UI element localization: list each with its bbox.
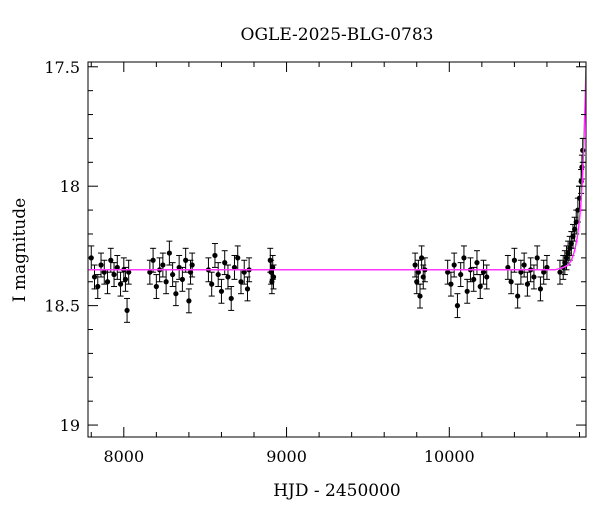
axes: 8000 9000 10000 17.5 18 18.5 19 [44, 58, 586, 466]
data-point [166, 250, 172, 256]
data-point [454, 303, 461, 309]
data-point [415, 269, 421, 275]
y-tick-label: 19 [60, 416, 80, 435]
x-axis-label: HJD - 2450000 [273, 481, 401, 501]
data-point [448, 281, 454, 287]
data-point [235, 255, 241, 261]
data-point [241, 269, 247, 275]
data-point [524, 281, 531, 287]
data-point [126, 269, 132, 275]
data-point [153, 283, 159, 290]
data-point [114, 264, 120, 271]
data-point [228, 295, 234, 302]
data-point [189, 262, 195, 268]
data-point [534, 255, 540, 261]
data-point [231, 264, 238, 271]
data-point [412, 262, 418, 268]
data-point [508, 279, 514, 285]
data-point [163, 279, 169, 285]
data-point [222, 260, 228, 266]
data-point [417, 293, 423, 299]
data-point [98, 262, 104, 268]
data-point [419, 255, 425, 261]
data-point [183, 257, 189, 263]
data-point [124, 307, 130, 314]
x-tick-label: 8000 [103, 447, 144, 466]
data-point [541, 269, 547, 275]
y-axis-label: I magnitude [10, 198, 30, 302]
data-point [215, 271, 221, 278]
data-point [225, 274, 231, 280]
data-point [147, 269, 153, 275]
data-point [212, 252, 218, 259]
chart-title: OGLE-2025-BLG-0783 [241, 25, 434, 45]
plot-frame [87, 61, 587, 438]
data-point [111, 271, 117, 278]
data-point [518, 269, 524, 275]
data-point [515, 293, 521, 299]
data-point [270, 274, 277, 280]
data-point [150, 257, 156, 263]
data-point [458, 271, 464, 278]
data-point [521, 262, 527, 268]
data-point [244, 286, 251, 292]
data-point [218, 288, 225, 294]
data-point [544, 264, 550, 271]
data-point [461, 255, 467, 261]
data-point [101, 269, 107, 275]
model-curve [88, 66, 586, 271]
data-point [480, 269, 487, 275]
data-point [186, 298, 192, 304]
data-point [160, 262, 166, 268]
data-point [537, 286, 544, 292]
data-point [474, 260, 480, 266]
y-tick-label: 18.5 [44, 297, 80, 316]
data-point [531, 274, 537, 280]
data-point [179, 276, 185, 282]
data-point [484, 274, 490, 280]
data-point [505, 264, 511, 271]
data-point [108, 257, 114, 263]
data-point [117, 281, 124, 287]
data-point [173, 291, 179, 297]
x-tick-label: 10000 [424, 447, 475, 466]
y-tick-label: 18 [60, 177, 80, 196]
data-point [471, 276, 477, 282]
data-point [91, 274, 98, 280]
data-point [95, 283, 101, 290]
data-point [238, 279, 244, 285]
data-point [451, 262, 457, 268]
plot-area [88, 66, 586, 323]
data-point [176, 264, 182, 271]
data-point [104, 279, 111, 285]
data-point [445, 269, 451, 275]
data-point [579, 164, 585, 170]
data-point [477, 283, 483, 290]
data-point [464, 288, 470, 294]
data-point [557, 269, 563, 275]
data-point [511, 257, 517, 263]
data-point [170, 271, 176, 278]
y-tick-label: 17.5 [44, 58, 80, 77]
x-tick-label: 9000 [266, 447, 307, 466]
data-point [209, 281, 215, 287]
data-point [122, 276, 129, 282]
